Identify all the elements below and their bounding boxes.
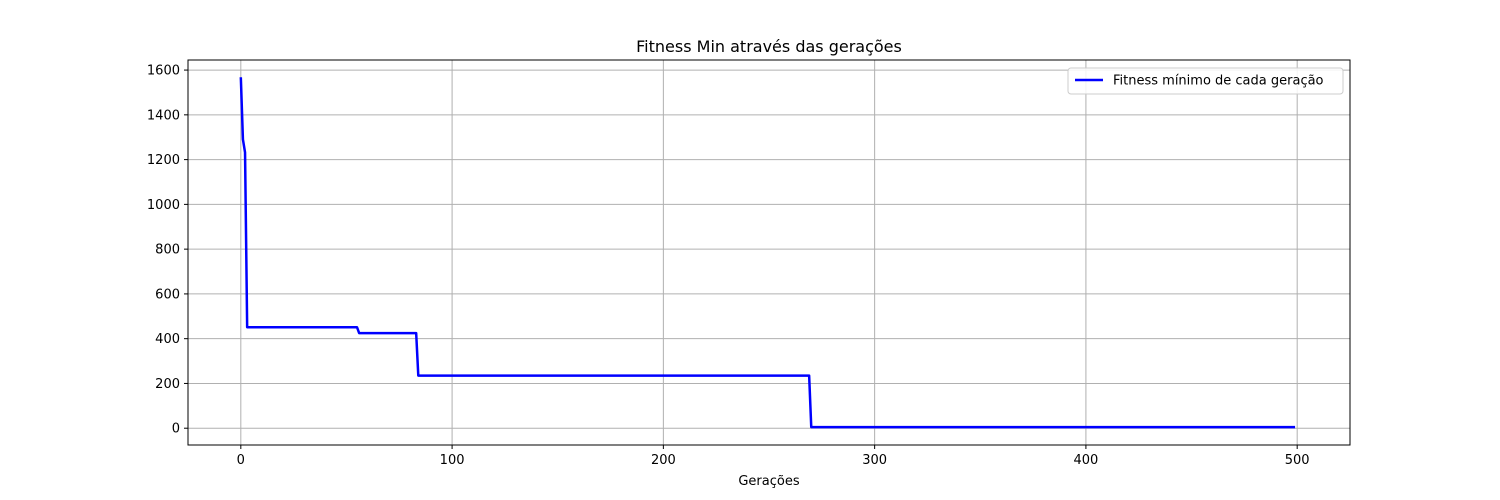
grid [188,60,1350,445]
legend: Fitness mínimo de cada geração [1067,67,1344,95]
series-layer [239,77,1296,429]
legend-box [1067,67,1344,95]
y-tick-label: 1200 [147,153,180,168]
x-axis-label: Gerações [738,474,799,489]
y-tick-label: 400 [155,332,180,347]
y-tick-label: 600 [155,287,180,302]
x-tick-label: 0 [237,453,245,468]
x-tick-label: 300 [862,453,887,468]
plot-frame [187,59,1351,446]
y-axis: 0 200 400 600 800 1000 1200 1400 1600 [147,64,188,437]
x-tick-label: 500 [1285,453,1310,468]
x-axis: 0 100 200 300 400 500 [237,445,1310,468]
y-tick-label: 0 [172,422,180,437]
chart-title: Fitness Min através das gerações [636,37,902,56]
y-tick-label: 1400 [147,108,180,123]
legend-label: Fitness mínimo de cada geração [1113,74,1324,89]
x-tick-label: 400 [1073,453,1098,468]
x-tick-label: 200 [651,453,676,468]
y-tick-label: 800 [155,243,180,258]
y-tick-label: 200 [155,377,180,392]
y-tick-label: 1000 [147,198,180,213]
y-tick-label: 1600 [147,64,180,79]
x-tick-label: 100 [440,453,465,468]
series-line [239,77,1296,429]
